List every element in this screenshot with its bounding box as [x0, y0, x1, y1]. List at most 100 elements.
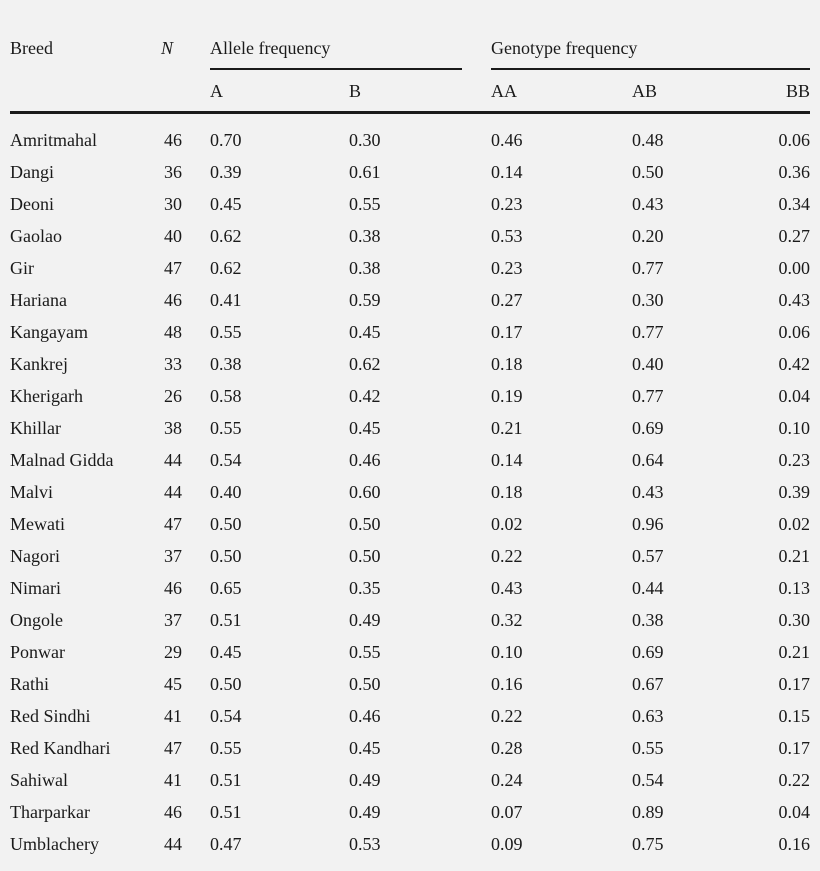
header-bb: BB — [785, 81, 810, 101]
allele-a-cell: 0.51 — [210, 802, 242, 822]
allele-a-cell: 0.62 — [210, 226, 242, 246]
allele-a-cell: 0.50 — [210, 674, 242, 694]
allele-b-cell: 0.49 — [349, 770, 381, 790]
genotype-ab-cell: 0.96 — [632, 514, 664, 534]
n-cell: 46 — [164, 290, 182, 310]
header-b: B — [349, 81, 362, 101]
breed-cell: Mewati — [10, 514, 65, 534]
genotype-ab-cell: 0.55 — [632, 738, 664, 758]
n-cell: 37 — [164, 546, 182, 566]
allele-b-cell: 0.62 — [349, 354, 381, 374]
n-cell: 29 — [164, 642, 182, 662]
genotype-bb-cell: 0.43 — [778, 290, 811, 310]
genotype-aa-cell: 0.46 — [491, 130, 523, 150]
genotype-bb-cell: 0.13 — [778, 578, 811, 598]
n-cell: 46 — [164, 130, 182, 150]
header-genotype-frequency: Genotype frequency — [491, 38, 638, 58]
allele-a-cell: 0.40 — [210, 482, 242, 502]
allele-a-cell: 0.51 — [210, 610, 242, 630]
genotype-group-rule — [491, 68, 810, 70]
genotype-ab-cell: 0.38 — [632, 610, 664, 630]
genotype-aa-cell: 0.53 — [491, 226, 523, 246]
breed-cell: Dangi — [10, 162, 54, 182]
genotype-aa-cell: 0.43 — [491, 578, 523, 598]
header-breed: Breed — [10, 38, 53, 58]
breed-cell: Khillar — [10, 418, 61, 438]
allele-b-cell: 0.45 — [349, 322, 381, 342]
allele-b-cell: 0.30 — [349, 130, 381, 150]
allele-a-cell: 0.55 — [210, 418, 242, 438]
allele-b-cell: 0.38 — [349, 258, 381, 278]
genotype-bb-cell: 0.30 — [778, 610, 811, 630]
genotype-ab-cell: 0.89 — [632, 802, 664, 822]
allele-b-cell: 0.49 — [349, 610, 381, 630]
header-n: N — [161, 38, 174, 58]
genotype-bb-cell: 0.36 — [778, 162, 811, 182]
n-cell: 37 — [164, 610, 182, 630]
genotype-ab-cell: 0.44 — [632, 578, 664, 598]
allele-a-cell: 0.41 — [210, 290, 242, 310]
genotype-bb-cell: 0.10 — [778, 418, 811, 438]
allele-a-cell: 0.51 — [210, 770, 242, 790]
allele-b-cell: 0.42 — [349, 386, 381, 406]
n-cell: 46 — [164, 802, 182, 822]
genotype-ab-cell: 0.64 — [632, 450, 664, 470]
allele-b-cell: 0.49 — [349, 802, 381, 822]
genotype-bb-cell: 0.17 — [778, 738, 811, 758]
allele-a-cell: 0.50 — [210, 546, 242, 566]
n-cell: 41 — [164, 770, 182, 790]
genotype-bb-cell: 0.16 — [778, 834, 811, 854]
allele-a-cell: 0.39 — [210, 162, 242, 182]
genotype-aa-cell: 0.14 — [491, 450, 523, 470]
genotype-ab-cell: 0.54 — [632, 770, 664, 790]
genotype-ab-cell: 0.75 — [632, 834, 664, 854]
genotype-bb-cell: 0.15 — [778, 706, 811, 726]
genotype-aa-cell: 0.24 — [491, 770, 523, 790]
breed-cell: Malvi — [10, 482, 53, 502]
n-cell: 44 — [164, 482, 182, 502]
genotype-aa-cell: 0.18 — [491, 482, 523, 502]
n-cell: 40 — [164, 226, 182, 246]
genotype-bb-cell: 0.27 — [778, 226, 811, 246]
genotype-bb-cell: 0.06 — [778, 322, 811, 342]
allele-a-cell: 0.47 — [210, 834, 242, 854]
allele-b-cell: 0.38 — [349, 226, 381, 246]
breed-cell: Gir — [10, 258, 34, 278]
breed-cell: Nimari — [10, 578, 61, 598]
allele-b-cell: 0.53 — [349, 834, 381, 854]
breed-cell: Kherigarh — [10, 386, 83, 406]
breed-cell: Rathi — [10, 674, 49, 694]
allele-b-cell: 0.60 — [349, 482, 381, 502]
genotype-ab-cell: 0.69 — [632, 418, 664, 438]
allele-b-cell: 0.50 — [349, 514, 381, 534]
genotype-bb-cell: 0.17 — [778, 674, 811, 694]
header-allele-frequency: Allele frequency — [210, 38, 331, 58]
n-cell: 41 — [164, 706, 182, 726]
allele-a-cell: 0.38 — [210, 354, 242, 374]
genotype-aa-cell: 0.09 — [491, 834, 523, 854]
genotype-ab-cell: 0.43 — [632, 482, 664, 502]
genotype-bb-cell: 0.23 — [778, 450, 811, 470]
n-cell: 47 — [164, 514, 182, 534]
genotype-bb-cell: 0.22 — [778, 770, 811, 790]
n-cell: 45 — [164, 674, 182, 694]
allele-a-cell: 0.54 — [210, 450, 242, 470]
genotype-aa-cell: 0.14 — [491, 162, 523, 182]
breed-cell: Kangayam — [10, 322, 88, 342]
genotype-aa-cell: 0.22 — [491, 706, 523, 726]
allele-b-cell: 0.46 — [349, 450, 381, 470]
allele-a-cell: 0.62 — [210, 258, 242, 278]
genotype-aa-cell: 0.02 — [491, 514, 523, 534]
genotype-aa-cell: 0.19 — [491, 386, 523, 406]
header-aa: AA — [491, 81, 517, 101]
genotype-ab-cell: 0.30 — [632, 290, 664, 310]
header-a: A — [210, 81, 223, 101]
genotype-bb-cell: 0.39 — [778, 482, 811, 502]
genotype-aa-cell: 0.16 — [491, 674, 523, 694]
allele-b-cell: 0.45 — [349, 738, 381, 758]
breed-cell: Umblachery — [10, 834, 99, 854]
breed-cell: Amritmahal — [10, 130, 97, 150]
genotype-ab-cell: 0.50 — [632, 162, 664, 182]
allele-a-cell: 0.58 — [210, 386, 242, 406]
